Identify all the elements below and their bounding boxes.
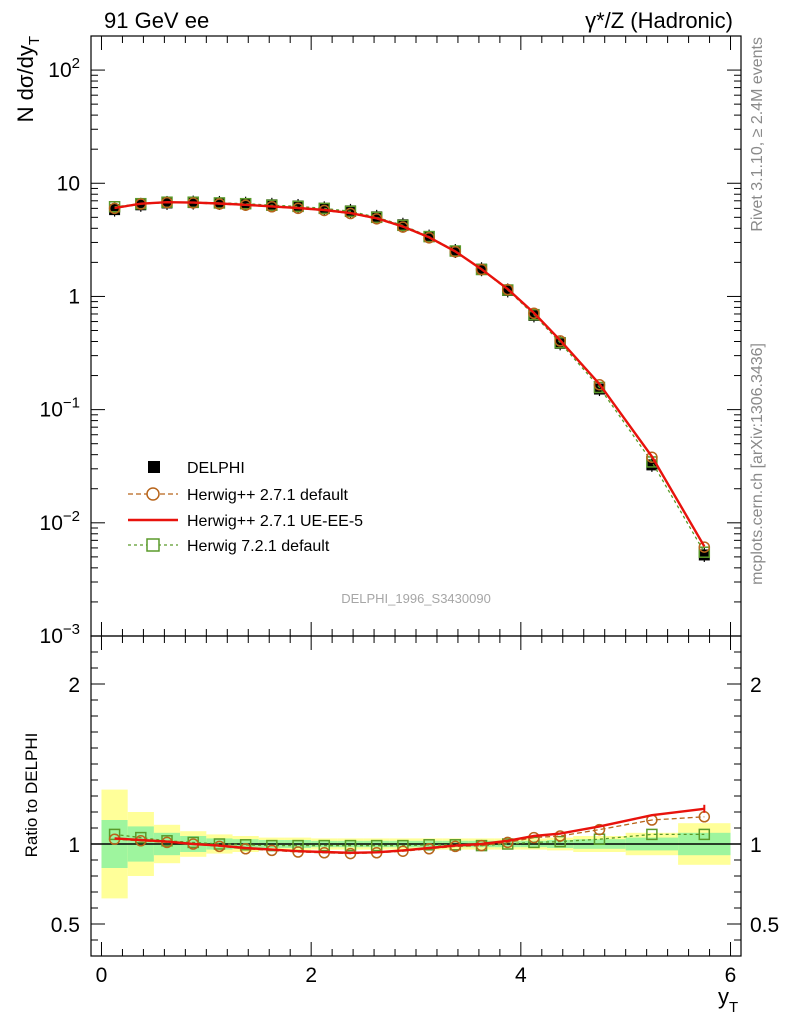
legend-marker-data (148, 461, 160, 473)
circle-marker (423, 232, 435, 244)
square-marker (554, 835, 566, 848)
circle-marker (475, 263, 488, 276)
square-marker (239, 839, 252, 851)
square-marker (370, 839, 383, 852)
ratio-y-tick-label-left: 2 (68, 674, 80, 697)
ratio-y-tick-label-right: 2 (750, 674, 762, 697)
circle-marker (698, 541, 711, 553)
legend-circle-marker (146, 487, 160, 501)
rivet-version-text: Rivet 3.1.10, ≥ 2.4M events (749, 37, 766, 232)
circle-marker (449, 246, 462, 258)
square-marker (423, 839, 435, 851)
circle-marker (397, 221, 409, 233)
main-panel-series (108, 195, 711, 562)
square-marker (318, 839, 331, 852)
y-tick-label: 10−1 (40, 395, 80, 422)
analysis-watermark: DELPHI_1996_S3430090 (341, 591, 491, 606)
header-left: 91 GeV ee (104, 8, 209, 33)
main-line-ue-ee-5 (114, 200, 706, 547)
circle-marker (698, 811, 711, 823)
x-tick-label: 2 (305, 964, 317, 987)
legend-label: Herwig++ 2.7.1 default (187, 487, 349, 504)
y-tick-label: 10−3 (40, 621, 80, 648)
square-marker (344, 839, 357, 852)
y-tick-label: 102 (48, 55, 80, 82)
circle-marker (593, 378, 606, 391)
ratio-line-ue-ee-5 (114, 807, 705, 855)
data-point-marker (292, 200, 304, 212)
legend-label: Herwig++ 2.7.1 UE-EE-5 (187, 513, 363, 530)
data-point-marker (371, 211, 383, 223)
axes-ticks: 0 2 4 6 102 10 1 10−1 10−2 10−3 0.5 0.5 1 1 2 2 (40, 35, 779, 987)
ratio-panel-frame (90, 635, 742, 957)
circle-marker (646, 451, 658, 463)
y-tick-label: 10 (57, 172, 80, 195)
y-tick-label: 1 (68, 285, 80, 308)
mcplots-reference-text: mcplots.cern.ch [arXiv:1306.3436] (749, 343, 766, 585)
x-tick-label: 4 (515, 964, 527, 987)
circle-marker (593, 823, 606, 836)
axis-labels: N dσ/dyT Ratio to DELPHI yT (13, 36, 738, 1016)
data-point-marker (554, 337, 566, 349)
data-point-marker (646, 459, 658, 471)
square-marker (646, 828, 658, 841)
legend-label: DELPHI (187, 460, 245, 477)
ratio-y-axis-label: Ratio to DELPHI (22, 733, 41, 858)
main-line-square-dashed (114, 201, 705, 553)
square-marker (698, 828, 711, 841)
x-tick-label: 6 (725, 964, 737, 987)
legend-square-marker (146, 538, 160, 552)
legend-label: Herwig 7.2.1 default (187, 538, 330, 555)
circle-marker (501, 283, 514, 296)
header-right: γ*/Z (Hadronic) (585, 8, 733, 33)
circle-marker (554, 335, 566, 347)
square-marker (698, 546, 711, 558)
circle-marker (475, 839, 488, 852)
ratio-y-tick-label-left: 1 (68, 834, 80, 857)
circle-marker (528, 307, 540, 320)
data-point-marker (109, 204, 121, 216)
y-tick-label: 10−2 (40, 508, 80, 535)
ratio-y-tick-label-right: 1 (750, 834, 762, 857)
main-y-axis-label: N dσ/dyT (13, 36, 43, 122)
ratio-y-tick-label-left: 0.5 (51, 914, 80, 937)
ratio-y-tick-label-right: 0.5 (750, 914, 779, 937)
x-tick-label: 0 (96, 964, 108, 987)
square-marker (135, 831, 147, 844)
circle-marker (554, 830, 566, 842)
ratio-panel-series (108, 804, 711, 860)
legend: DELPHI Herwig++ 2.7.1 default Herwig++ 2.7… (128, 460, 363, 555)
x-axis-label: yT (718, 984, 738, 1016)
data-point-marker (698, 549, 710, 561)
